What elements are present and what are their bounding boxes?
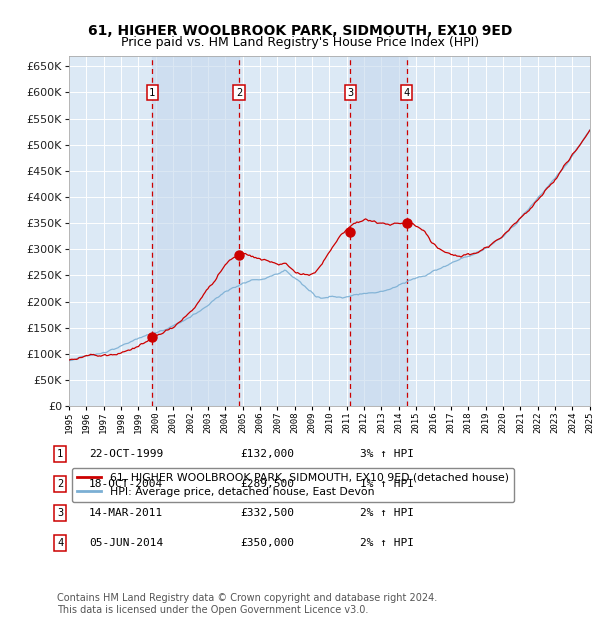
Text: 2% ↑ HPI: 2% ↑ HPI [360,538,414,548]
Bar [152,56,239,406]
Text: £132,000: £132,000 [240,449,294,459]
Text: 3: 3 [347,87,353,97]
Text: 4: 4 [404,87,410,97]
Legend: 61, HIGHER WOOLBROOK PARK, SIDMOUTH, EX10 9ED (detached house), HPI: Average pri: 61, HIGHER WOOLBROOK PARK, SIDMOUTH, EX1… [72,467,514,502]
Text: 61, HIGHER WOOLBROOK PARK, SIDMOUTH, EX10 9ED: 61, HIGHER WOOLBROOK PARK, SIDMOUTH, EX1… [88,24,512,38]
Text: 1: 1 [149,87,155,97]
Text: 2: 2 [57,479,63,489]
Bar [350,56,407,406]
Text: 4: 4 [57,538,63,548]
Text: 1: 1 [57,449,63,459]
Text: 1% ↑ HPI: 1% ↑ HPI [360,479,414,489]
Text: Contains HM Land Registry data © Crown copyright and database right 2024.
This d: Contains HM Land Registry data © Crown c… [57,593,437,615]
Text: 05-JUN-2014: 05-JUN-2014 [89,538,163,548]
Text: £289,500: £289,500 [240,479,294,489]
Text: Price paid vs. HM Land Registry's House Price Index (HPI): Price paid vs. HM Land Registry's House … [121,36,479,49]
Text: 2: 2 [236,87,242,97]
Text: £350,000: £350,000 [240,538,294,548]
Text: 3: 3 [57,508,63,518]
Text: 2% ↑ HPI: 2% ↑ HPI [360,508,414,518]
Text: 18-OCT-2004: 18-OCT-2004 [89,479,163,489]
Text: 14-MAR-2011: 14-MAR-2011 [89,508,163,518]
Text: 22-OCT-1999: 22-OCT-1999 [89,449,163,459]
Text: £332,500: £332,500 [240,508,294,518]
Text: 3% ↑ HPI: 3% ↑ HPI [360,449,414,459]
